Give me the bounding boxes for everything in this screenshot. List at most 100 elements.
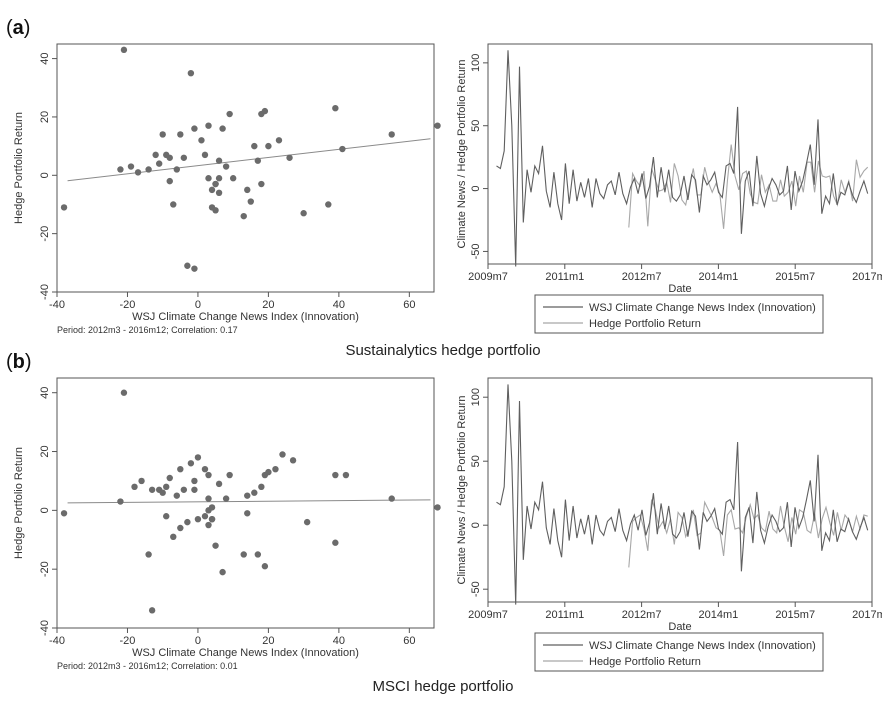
scatter-point bbox=[226, 472, 232, 478]
scatter-point bbox=[216, 481, 222, 487]
scatter-point bbox=[174, 492, 180, 498]
scatter-point bbox=[61, 204, 67, 210]
scatter-point bbox=[205, 472, 211, 478]
scatter-point bbox=[195, 454, 201, 460]
x-tick-label: 2011m1 bbox=[545, 609, 584, 621]
scatter-point bbox=[181, 487, 187, 493]
x-tick-label: 20 bbox=[262, 635, 274, 647]
y-tick-label: 100 bbox=[470, 388, 482, 406]
panel-b: (b) -40 -20 0 20 40 6040200-20-40WSJ Climate … bbox=[6, 351, 882, 695]
y-tick-label: -40 bbox=[39, 284, 51, 300]
scatter-point bbox=[128, 163, 134, 169]
x-tick-label: 0 bbox=[195, 635, 201, 647]
scatter-point bbox=[332, 105, 338, 111]
scatter-point bbox=[163, 513, 169, 519]
scatter-point bbox=[339, 146, 345, 152]
scatter-point bbox=[195, 516, 201, 522]
scatter-point bbox=[212, 207, 218, 213]
scatter-point bbox=[117, 498, 123, 504]
scatter-point bbox=[265, 143, 271, 149]
x-tick-label: 2015m7 bbox=[775, 271, 815, 283]
scatter-point bbox=[219, 125, 225, 131]
scatter-point bbox=[223, 495, 229, 501]
scatter-point bbox=[135, 169, 141, 175]
x-axis-title: Date bbox=[668, 283, 691, 295]
scatter-point bbox=[434, 122, 440, 128]
x-tick-label: 20 bbox=[262, 299, 274, 311]
scatter-point bbox=[216, 158, 222, 164]
x-tick-label: 40 bbox=[333, 635, 345, 647]
y-axis-title: Hedge Portfolio Return bbox=[13, 112, 25, 224]
scatter-point bbox=[343, 472, 349, 478]
scatter-point bbox=[272, 466, 278, 472]
scatter-point bbox=[202, 513, 208, 519]
x-axis-title: WSJ Climate Change News Index (Innovatio… bbox=[132, 311, 359, 323]
x-tick-label: -20 bbox=[120, 635, 136, 647]
scatter-point bbox=[170, 201, 176, 207]
scatter-point bbox=[167, 155, 173, 161]
scatter-point bbox=[191, 478, 197, 484]
scatter-point bbox=[262, 563, 268, 569]
scatter-point bbox=[216, 190, 222, 196]
x-tick-label: 2009m7 bbox=[468, 271, 508, 283]
y-tick-label: 100 bbox=[470, 54, 482, 72]
scatter-point bbox=[177, 131, 183, 137]
scatter-point bbox=[258, 181, 264, 187]
scatter-point bbox=[188, 460, 194, 466]
scatter-point bbox=[434, 504, 440, 510]
plot-frame bbox=[488, 378, 872, 602]
x-tick-label: 2014m1 bbox=[699, 271, 739, 283]
x-tick-label: 0 bbox=[195, 299, 201, 311]
scatter-point bbox=[279, 451, 285, 457]
x-tick-label: -20 bbox=[120, 299, 136, 311]
legend-entry: Hedge Portfolio Return bbox=[589, 318, 701, 330]
series-line-news-index bbox=[497, 50, 868, 266]
plot-frame bbox=[57, 44, 434, 292]
x-tick-label: 2011m1 bbox=[545, 271, 584, 283]
scatter-point bbox=[160, 131, 166, 137]
y-tick-label: 0 bbox=[470, 186, 482, 192]
scatter-point bbox=[131, 484, 137, 490]
y-axis-title: Hedge Portfolio Return bbox=[13, 447, 25, 559]
y-tick-label: 0 bbox=[39, 507, 51, 513]
x-axis-title: Date bbox=[668, 621, 691, 633]
scatter-point bbox=[167, 178, 173, 184]
scatter-point bbox=[286, 155, 292, 161]
period-correlation-note: Period: 2012m3 - 2016m12; Correlation: 0… bbox=[57, 661, 238, 671]
scatter-point bbox=[248, 198, 254, 204]
panel-a: (a) -40 -20 0 20 40 60 40 20 0 -20 -40 WSJ Climate … bbox=[6, 17, 882, 359]
y-tick-label: 40 bbox=[39, 387, 51, 399]
scatter-point bbox=[152, 152, 158, 158]
scatter-point bbox=[332, 472, 338, 478]
x-tick-label: 60 bbox=[403, 299, 415, 311]
legend-entry: WSJ Climate Change News Index (Innovatio… bbox=[589, 302, 816, 314]
plot-frame bbox=[488, 44, 872, 264]
x-tick-label: 40 bbox=[333, 299, 345, 311]
scatter-point bbox=[202, 466, 208, 472]
scatter-point bbox=[389, 495, 395, 501]
scatter-point bbox=[209, 187, 215, 193]
x-tick-label: 2015m7 bbox=[775, 609, 815, 621]
x-tick-label: 2009m7 bbox=[468, 609, 508, 621]
scatter-point bbox=[149, 607, 155, 613]
scatter-point bbox=[181, 155, 187, 161]
period-correlation-note: Period: 2012m3 - 2016m12; Correlation: 0… bbox=[57, 325, 238, 335]
scatter-point bbox=[262, 108, 268, 114]
caption-a: Sustainalytics hedge portfolio bbox=[345, 342, 540, 359]
scatter-point bbox=[205, 495, 211, 501]
scatter-point bbox=[209, 516, 215, 522]
y-tick-label: 0 bbox=[470, 522, 482, 528]
scatter-point bbox=[223, 163, 229, 169]
scatter-point bbox=[244, 510, 250, 516]
scatter-point bbox=[184, 263, 190, 269]
scatter-point bbox=[226, 111, 232, 117]
scatter-point bbox=[209, 504, 215, 510]
x-tick-label: 2012m7 bbox=[622, 271, 662, 283]
scatter-point bbox=[304, 519, 310, 525]
legend-entry: WSJ Climate Change News Index (Innovatio… bbox=[589, 640, 816, 652]
